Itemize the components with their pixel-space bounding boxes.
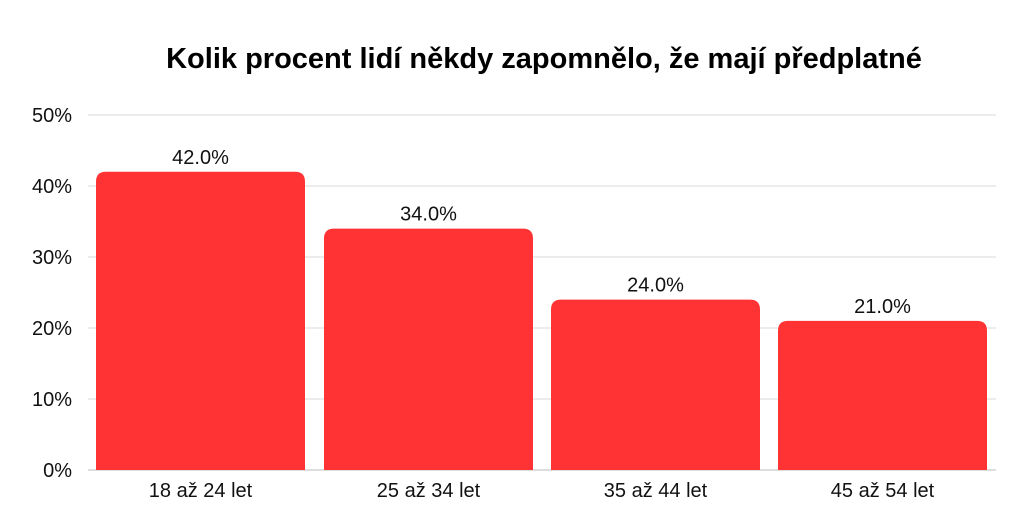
bars (96, 171, 987, 471)
x-axis-categories: 18 až 24 let 25 až 34 let 35 až 44 let 45 a… (149, 480, 935, 502)
y-tick-label: 10% (32, 389, 72, 411)
bar (551, 299, 760, 470)
y-axis-ticks: 0% 10% 20% 30% 40% 50% (32, 105, 72, 482)
x-category-label: 35 až 44 let (604, 480, 708, 502)
x-category-label: 18 až 24 let (149, 480, 253, 502)
bar-data-label: 34.0% (400, 204, 457, 226)
y-tick-label: 50% (32, 105, 72, 127)
bar (96, 171, 305, 471)
y-tick-label: 40% (32, 176, 72, 198)
y-tick-label: 20% (32, 318, 72, 340)
bar-data-label: 42.0% (172, 147, 229, 169)
data-labels: 42.0% 34.0% 24.0% 21.0% (172, 147, 911, 318)
bar-data-label: 24.0% (627, 275, 684, 297)
bar (324, 228, 533, 470)
y-tick-label: 30% (32, 247, 72, 269)
bar (778, 320, 987, 470)
x-category-label: 45 až 54 let (831, 480, 935, 502)
y-tick-label: 0% (43, 460, 72, 482)
x-category-label: 25 až 34 let (377, 480, 481, 502)
chart-title: Kolik procent lidí někdy zapomnělo, že m… (166, 43, 922, 75)
bar-data-label: 21.0% (854, 296, 911, 318)
